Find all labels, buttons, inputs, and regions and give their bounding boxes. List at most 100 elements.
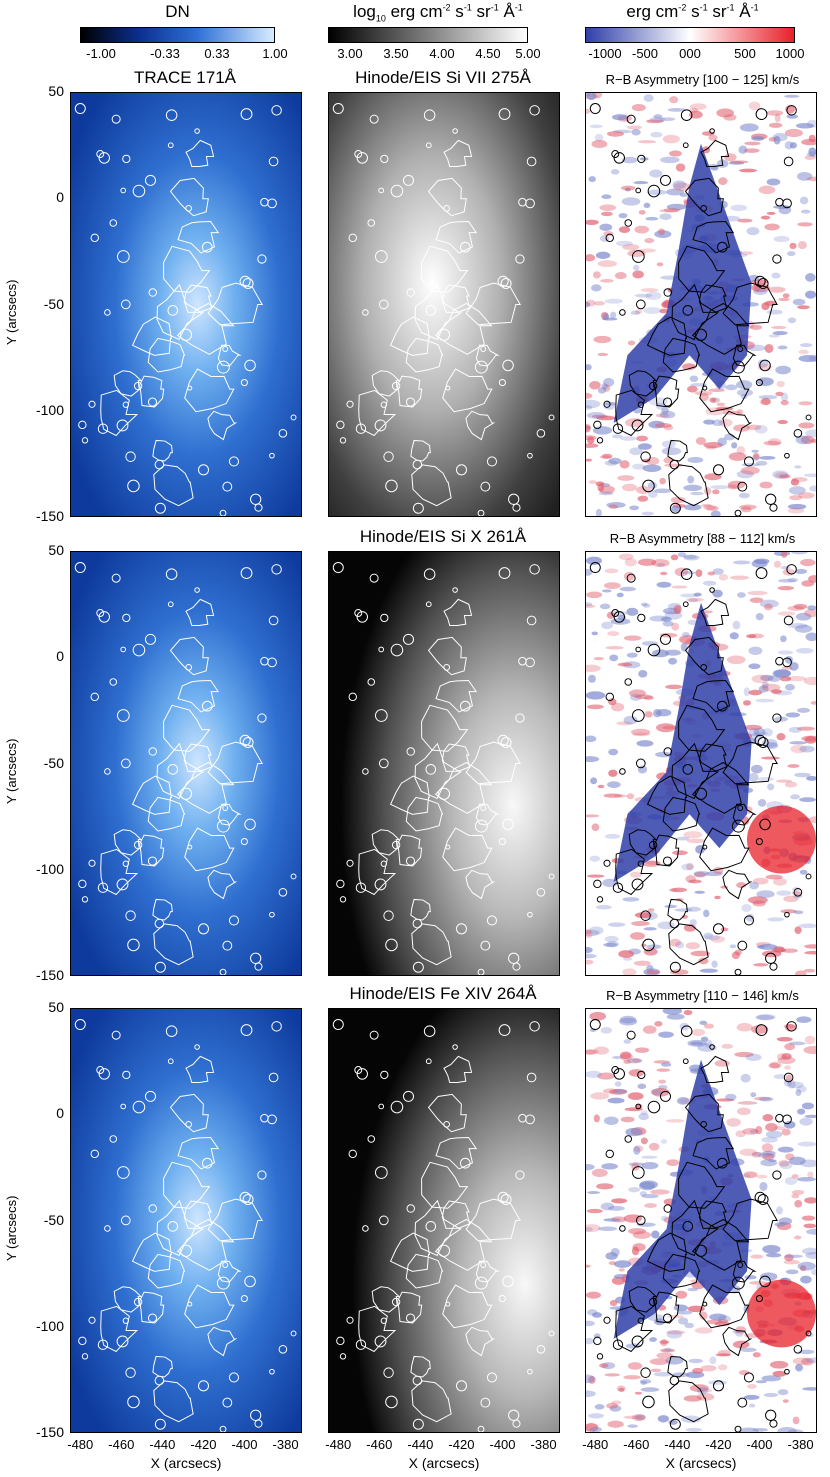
magnetic-contour bbox=[474, 819, 488, 833]
asymmetry-speckle bbox=[641, 1161, 659, 1170]
magnetic-contour bbox=[346, 400, 354, 408]
asymmetry-speckle bbox=[736, 470, 754, 479]
asymmetry-speckle bbox=[778, 1160, 790, 1167]
magnetic-contour bbox=[402, 633, 415, 645]
asymmetry-speckle bbox=[593, 301, 606, 306]
image-panel-r2-c3 bbox=[585, 551, 817, 976]
magnetic-contour bbox=[336, 879, 345, 889]
asymmetry-speckle bbox=[586, 392, 593, 399]
asymmetry-speckle bbox=[748, 646, 763, 656]
asymmetry-speckle bbox=[586, 301, 591, 308]
asymmetry-speckle bbox=[654, 488, 672, 494]
asymmetry-speckle bbox=[589, 1426, 602, 1432]
asymmetry-speckle bbox=[636, 435, 648, 442]
magnetic-contour bbox=[612, 423, 624, 434]
magnetic-contour bbox=[290, 1330, 297, 1337]
y-tick-label: -100 bbox=[35, 1317, 64, 1334]
asymmetry-speckle bbox=[696, 1393, 715, 1401]
asymmetry-speckle bbox=[806, 151, 816, 158]
image-panel-r1-c1 bbox=[70, 92, 302, 517]
asymmetry-speckle bbox=[621, 156, 638, 164]
asymmetry-speckle bbox=[763, 440, 782, 446]
magnetic-contour bbox=[698, 284, 728, 313]
asymmetry-speckle bbox=[669, 96, 679, 104]
magnetic-contour bbox=[421, 1161, 469, 1209]
asymmetry-speckle bbox=[798, 401, 813, 406]
asymmetry-speckle bbox=[653, 114, 663, 119]
asymmetry-speckle bbox=[782, 293, 790, 299]
asymmetry-speckle bbox=[784, 1176, 798, 1186]
magnetic-contour bbox=[154, 1375, 165, 1386]
magnetic-contour bbox=[332, 562, 344, 573]
magnetic-contour bbox=[678, 704, 726, 752]
asymmetry-speckle bbox=[799, 196, 809, 205]
asymmetry-speckle bbox=[586, 604, 596, 608]
magnetic-contour bbox=[267, 198, 277, 209]
magnetic-contour bbox=[459, 241, 471, 253]
magnetic-contour bbox=[437, 328, 451, 341]
magnetic-contour bbox=[626, 1030, 636, 1040]
asymmetry-speckle bbox=[589, 124, 603, 129]
magnetic-contour bbox=[169, 177, 209, 217]
magnetic-contour bbox=[383, 1367, 394, 1378]
magnetic-contour bbox=[240, 567, 253, 579]
magnetic-contour bbox=[240, 1295, 248, 1303]
magnetic-contour bbox=[90, 1149, 99, 1159]
asymmetry-speckle bbox=[620, 1051, 632, 1060]
asymmetry-speckle bbox=[748, 772, 759, 782]
magnetic-contour bbox=[700, 1055, 730, 1084]
magnetic-contour bbox=[410, 439, 431, 462]
asymmetry-speckle bbox=[659, 213, 672, 220]
colorbar-3-tick: 1000 bbox=[775, 46, 805, 61]
asymmetry-speckle bbox=[778, 1217, 793, 1225]
asymmetry-speckle bbox=[607, 1205, 625, 1211]
magnetic-contour bbox=[635, 646, 642, 653]
magnetic-contour bbox=[662, 397, 673, 407]
asymmetry-speckle bbox=[744, 1275, 757, 1280]
magnetic-contour bbox=[406, 1204, 415, 1213]
magnetic-contour bbox=[222, 805, 229, 811]
asymmetry-speckle bbox=[688, 879, 702, 884]
asymmetry-speckle bbox=[586, 1226, 593, 1232]
magnetic-contour bbox=[667, 898, 688, 921]
asymmetry-speckle bbox=[647, 908, 655, 912]
magnetic-contour bbox=[682, 601, 689, 608]
magnetic-contour bbox=[222, 346, 229, 352]
magnetic-contour bbox=[435, 220, 478, 254]
asymmetry-speckle bbox=[673, 605, 682, 615]
asymmetry-speckle bbox=[746, 227, 760, 236]
magnetic-contour bbox=[759, 359, 771, 372]
asymmetry-speckle bbox=[629, 447, 643, 456]
magnetic-contour bbox=[147, 856, 158, 866]
magnetic-contour bbox=[122, 1317, 130, 1324]
asymmetry-speckle bbox=[656, 1352, 674, 1359]
magnetic-contour bbox=[691, 761, 750, 814]
magnetic-contour bbox=[769, 962, 778, 971]
asymmetry-speckle bbox=[797, 222, 813, 227]
asymmetry-speckle bbox=[590, 1092, 610, 1100]
magnetic-contour bbox=[480, 805, 487, 811]
asymmetry-speckle bbox=[776, 1206, 783, 1215]
asymmetry-speckle bbox=[708, 134, 718, 141]
asymmetry-speckle bbox=[733, 560, 751, 565]
asymmetry-speckle bbox=[632, 1058, 641, 1063]
asymmetry-speckle bbox=[600, 279, 614, 283]
asymmetry-speckle bbox=[808, 575, 816, 583]
asymmetry-speckle bbox=[699, 1311, 708, 1320]
magnetic-contour bbox=[148, 747, 157, 756]
asymmetry-speckle bbox=[608, 504, 619, 509]
magnetic-contour bbox=[271, 105, 282, 116]
asymmetry-speckle bbox=[704, 487, 712, 496]
asymmetry-speckle bbox=[676, 1310, 693, 1315]
asymmetry-speckle bbox=[762, 1153, 775, 1161]
asymmetry-speckle bbox=[587, 436, 595, 445]
panel-title-asym-3: R−B Asymmetry [110 − 146] km/s bbox=[606, 988, 799, 1003]
magnetic-contour bbox=[391, 840, 401, 850]
asymmetry-speckle bbox=[795, 1363, 804, 1372]
asymmetry-speckle bbox=[711, 960, 718, 968]
magnetic-contour bbox=[452, 587, 458, 593]
asymmetry-speckle bbox=[787, 317, 797, 324]
magnetic-contour bbox=[669, 459, 680, 470]
magnetic-contour bbox=[163, 245, 211, 293]
asymmetry-speckle bbox=[683, 831, 703, 839]
